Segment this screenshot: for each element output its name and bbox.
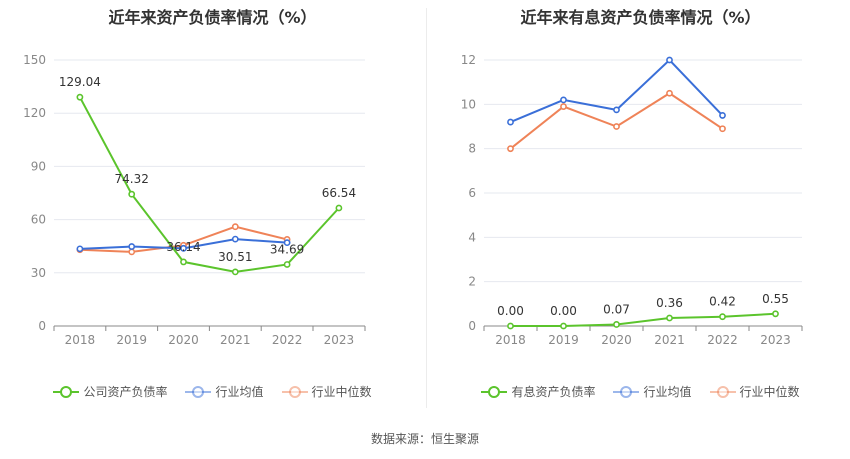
- data-label: 0.55: [762, 292, 789, 306]
- x-tick-label: 2021: [220, 333, 251, 347]
- y-tick-label: 60: [31, 213, 46, 227]
- y-tick-label: 4: [468, 230, 476, 244]
- y-tick-label: 120: [23, 106, 46, 120]
- chart-left: 近年来资产负债率情况（%） 0 30 60 90 120 150 2018 2019 2020 2…: [0, 0, 425, 420]
- legend-marker-icon: [281, 385, 308, 399]
- series-line: [510, 312, 776, 327]
- data-point: [666, 89, 673, 97]
- x-tick-label: 2020: [601, 333, 632, 347]
- data-point: [128, 243, 136, 250]
- data-point: [231, 223, 239, 231]
- data-label: 0.00: [550, 304, 577, 318]
- legend-marker-icon: [185, 385, 212, 399]
- data-point: [719, 112, 726, 119]
- legend-label: 行业中位数: [311, 385, 372, 399]
- legend-item[interactable]: 公司资产负债率: [53, 383, 167, 400]
- data-point: [666, 56, 673, 64]
- data-point: [507, 322, 514, 330]
- y-tick-label: 8: [468, 142, 476, 156]
- x-tick-label: 2023: [324, 333, 355, 347]
- data-label: 129.04: [59, 75, 101, 89]
- x-tick-label: 2022: [272, 333, 303, 347]
- data-point: [613, 321, 620, 328]
- data-point: [76, 93, 84, 101]
- legend-label: 有息资产负债率: [511, 385, 596, 399]
- data-point: [180, 244, 187, 252]
- line-chart-left: 0 30 60 90 120 150 2018 2019 2020 2021 2022 2023 129…: [23, 53, 366, 347]
- data-label: 0.00: [497, 304, 524, 318]
- data-point: [613, 123, 620, 130]
- data-point: [507, 118, 514, 126]
- legend-label: 公司资产负债率: [83, 385, 168, 399]
- series-line: [509, 92, 724, 150]
- data-point: [231, 268, 239, 276]
- panel-divider: [426, 8, 427, 408]
- y-tick-label: 90: [31, 159, 46, 173]
- legend-marker-icon: [709, 385, 736, 399]
- line-chart-right: 0 2 4 6 8 10 12 2018 2019 2020 2021 2022 2023 0.00 0.0…: [461, 53, 803, 347]
- x-tick-label: 2023: [760, 333, 791, 347]
- series-line: [79, 96, 340, 273]
- chart-title: 近年来有息资产负债率情况（%）: [520, 8, 761, 27]
- data-point: [283, 261, 291, 268]
- legend-item[interactable]: 行业均值: [613, 383, 692, 400]
- legend-right: 有息资产负债率 行业均值 行业中位数: [428, 383, 850, 400]
- data-label: 0.42: [709, 295, 736, 309]
- chart-right: 近年来有息资产负债率情况（%） 0 2 4 6 8 10 12 2018 2019 2020 202…: [428, 0, 850, 420]
- legend-marker-icon: [481, 385, 508, 399]
- data-point: [560, 322, 567, 330]
- data-point: [772, 310, 779, 318]
- y-tick-label: 2: [468, 275, 476, 289]
- x-tick-label: 2020: [168, 333, 199, 347]
- y-tick-label: 0: [468, 319, 476, 333]
- data-source-note: 数据来源：恒生聚源: [370, 432, 479, 446]
- data-point: [128, 248, 136, 256]
- data-label: 0.36: [656, 296, 683, 310]
- y-tick-label: 30: [31, 266, 46, 280]
- legend-item[interactable]: 行业均值: [185, 383, 264, 400]
- data-point: [507, 145, 514, 153]
- data-point: [283, 239, 291, 247]
- y-tick-label: 6: [468, 186, 476, 200]
- data-label: 0.07: [603, 302, 630, 316]
- data-point: [719, 313, 726, 321]
- data-label: 34.69: [270, 242, 304, 256]
- x-tick-label: 2021: [654, 333, 685, 347]
- chart-title: 近年来资产负债率情况（%）: [108, 8, 317, 27]
- y-tick-label: 150: [23, 53, 46, 67]
- y-tick-label: 10: [461, 97, 476, 111]
- data-point: [231, 235, 239, 243]
- legend-label: 行业均值: [215, 385, 264, 399]
- x-tick-label: 2019: [116, 333, 147, 347]
- data-point: [719, 125, 726, 133]
- legend-label: 行业均值: [643, 385, 692, 399]
- data-point: [180, 258, 187, 266]
- data-label: 66.54: [322, 186, 356, 200]
- legend-item[interactable]: 行业中位数: [709, 383, 800, 400]
- x-tick-label: 2018: [495, 333, 526, 347]
- legend-item[interactable]: 有息资产负债率: [481, 383, 595, 400]
- y-tick-label: 12: [461, 53, 476, 67]
- x-tick-label: 2018: [65, 333, 96, 347]
- data-point: [666, 314, 673, 322]
- legend-label: 行业中位数: [739, 385, 800, 399]
- data-point: [560, 103, 567, 110]
- data-label: 30.51: [218, 250, 252, 264]
- data-point: [335, 204, 343, 212]
- x-tick-label: 2022: [707, 333, 738, 347]
- data-label: 36.14: [166, 240, 200, 254]
- legend-marker-icon: [613, 385, 640, 399]
- legend-left: 公司资产负债率 行业均值 行业中位数: [0, 383, 425, 400]
- data-point: [613, 106, 620, 114]
- data-point: [76, 245, 84, 253]
- x-tick-label: 2019: [548, 333, 579, 347]
- legend-item[interactable]: 行业中位数: [281, 383, 372, 400]
- y-tick-label: 0: [38, 319, 46, 333]
- data-point: [128, 190, 136, 198]
- data-label: 74.32: [115, 172, 149, 186]
- legend-marker-icon: [53, 385, 80, 399]
- data-point: [560, 96, 567, 104]
